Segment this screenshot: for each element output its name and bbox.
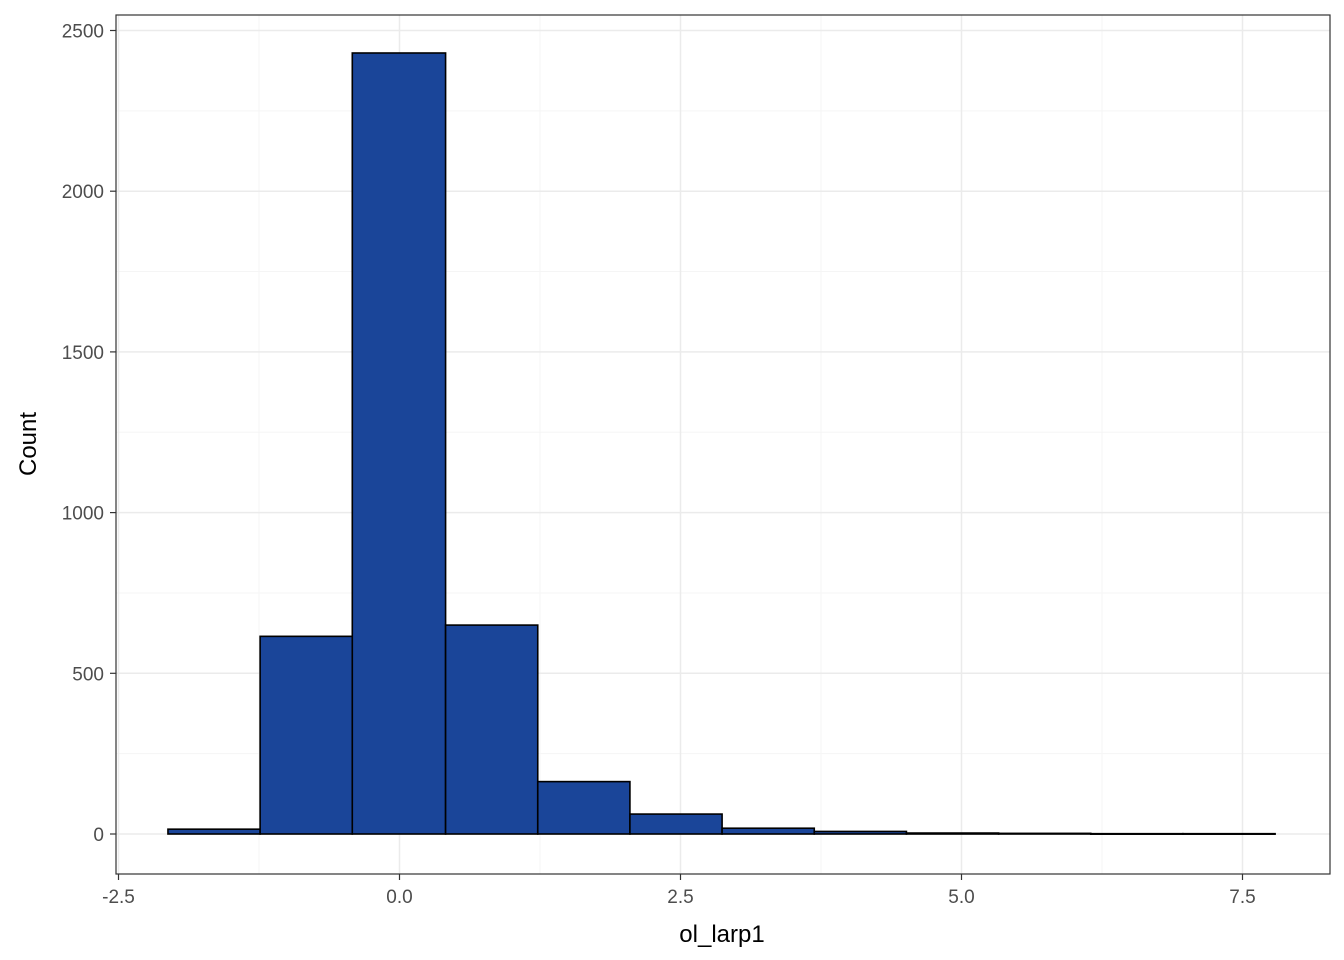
histogram-bar [813, 830, 908, 835]
histogram-bar [259, 635, 354, 835]
histogram-bar [721, 827, 816, 835]
histogram-bar [905, 832, 1000, 835]
x-tick-label: 0.0 [386, 887, 412, 908]
x-tick-label: -2.5 [102, 887, 135, 908]
y-tick-label: 2500 [62, 22, 104, 43]
y-tick-label: 1500 [62, 343, 104, 364]
panel-border [115, 14, 1331, 875]
x-tick-label: 5.0 [948, 887, 974, 908]
y-axis-title: Count [15, 412, 42, 476]
histogram-bar [444, 624, 539, 835]
histogram-bar [629, 813, 723, 835]
x-axis-title: ol_larp1 [679, 921, 764, 948]
y-tick-label: 2000 [62, 182, 104, 203]
histogram-bar [536, 780, 631, 835]
histogram-bar [351, 52, 447, 835]
histogram-bars [167, 52, 1276, 835]
x-tick-label: 2.5 [667, 887, 693, 908]
x-tick-label: 7.5 [1229, 887, 1255, 908]
y-tick-label: 0 [93, 825, 104, 846]
histogram-bar [997, 832, 1092, 835]
histogram-bar [1089, 832, 1184, 835]
y-axis-ticks: 0 500 1000 1500 2000 2500 [62, 22, 116, 846]
y-tick-label: 1000 [62, 504, 104, 525]
x-axis-ticks: -2.5 0.0 2.5 5.0 7.5 [102, 874, 1256, 908]
y-tick-label: 500 [72, 664, 104, 685]
histogram-bar [1182, 832, 1276, 835]
histogram-bar [167, 828, 261, 835]
